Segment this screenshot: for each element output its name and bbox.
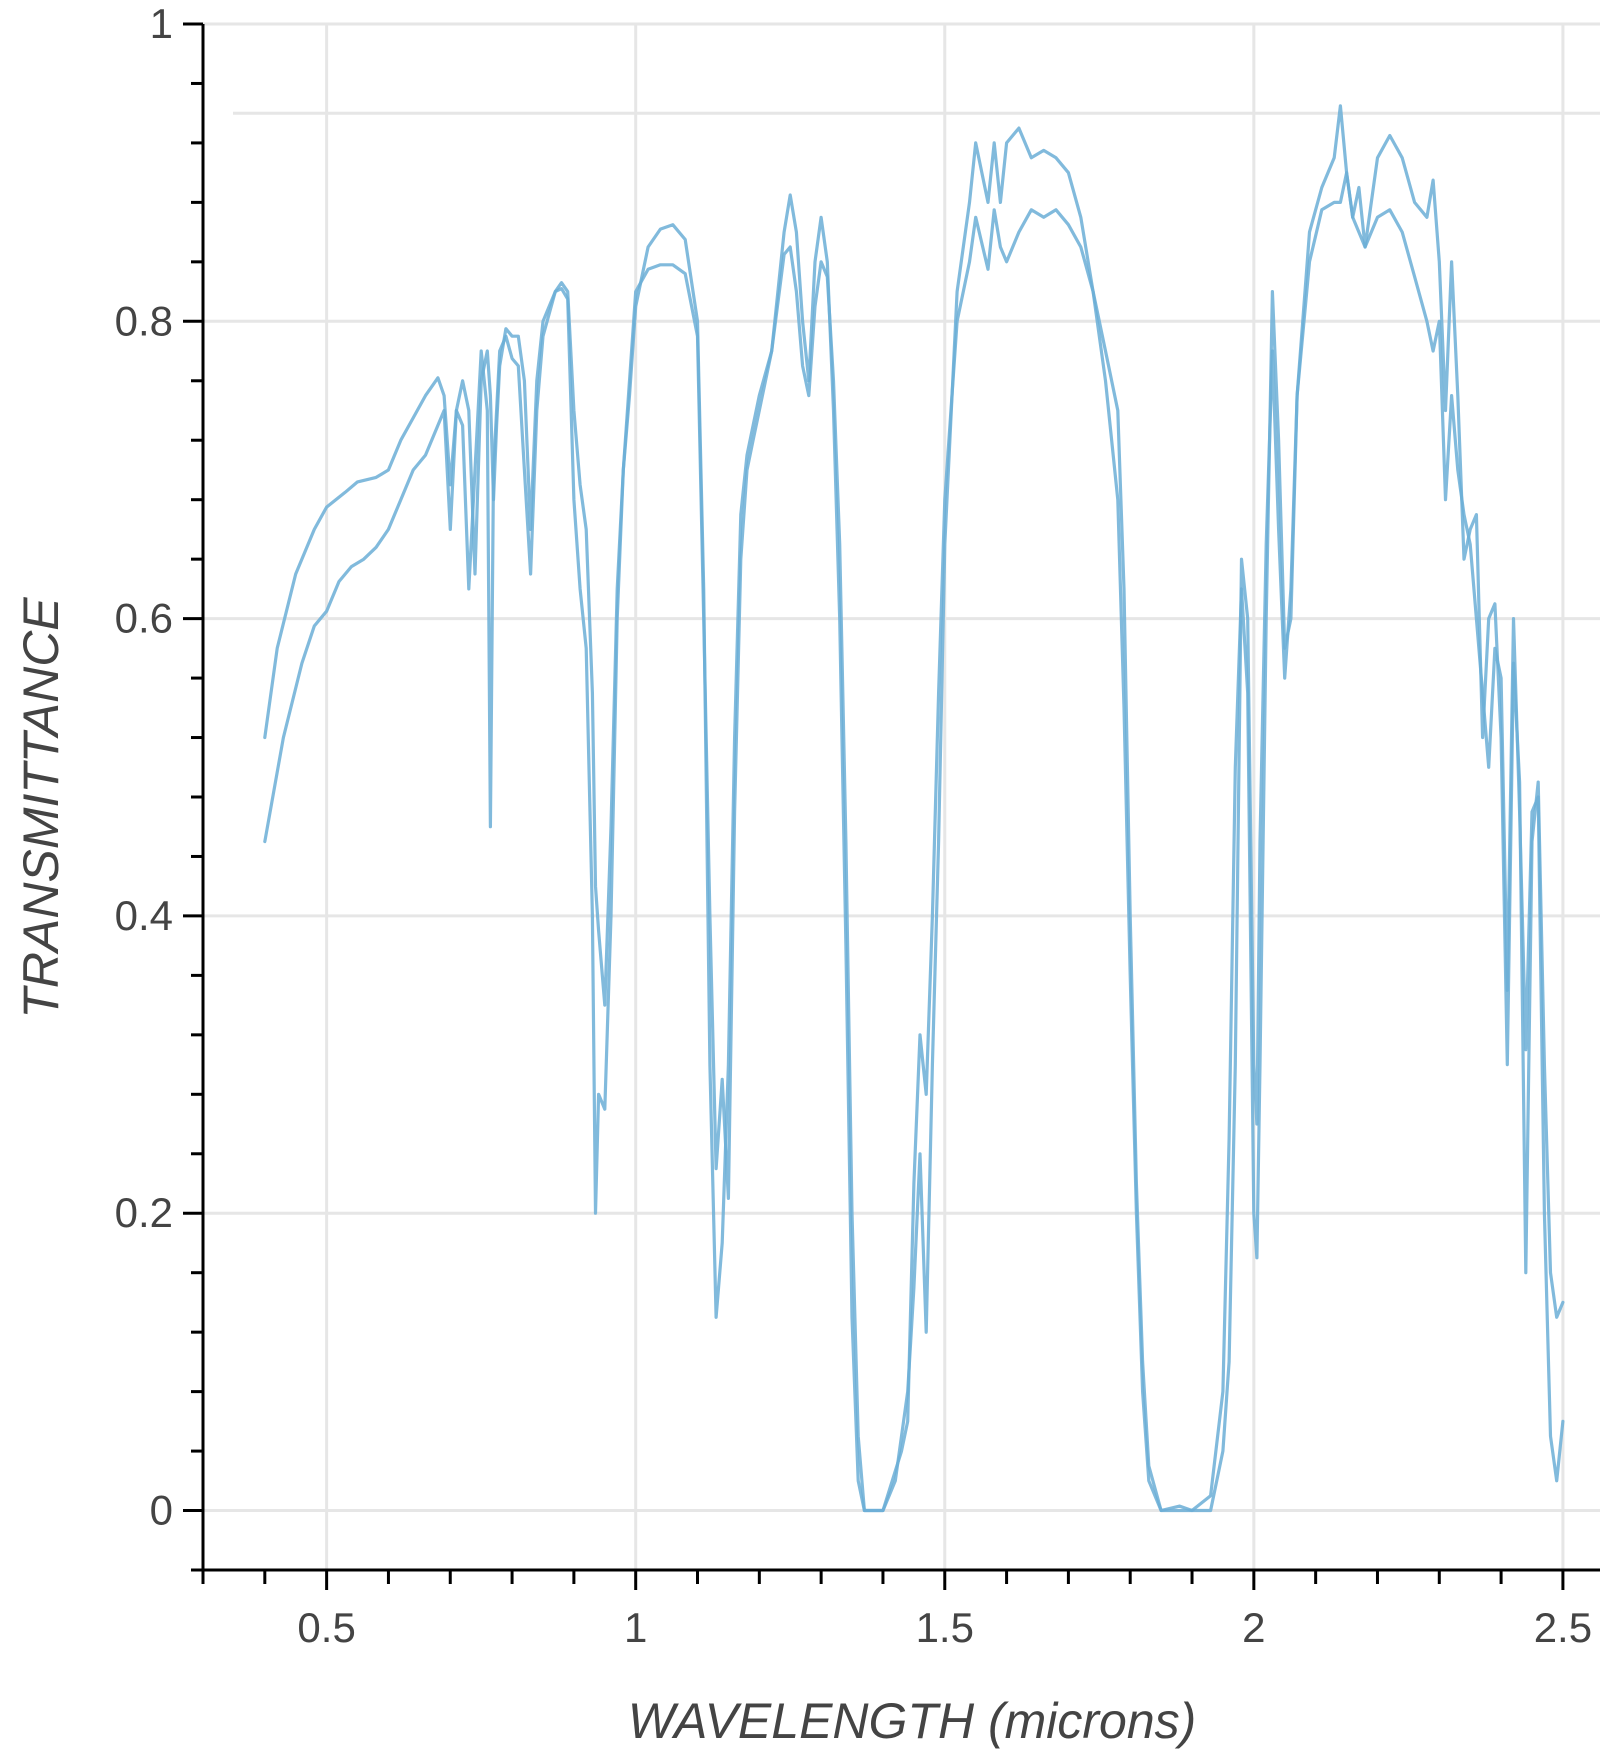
y-tick-label: 0.4 xyxy=(115,892,173,939)
y-axis-title: TRANSMITTANCE xyxy=(13,597,69,1019)
x-tick-label: 1.5 xyxy=(916,1604,974,1651)
tick-labels: 0.5 1 1.5 2 2.5 0 0.2 0.4 0.6 0.8 1 xyxy=(115,0,1592,1651)
y-tick-label: 1 xyxy=(150,0,173,47)
series-line-2 xyxy=(263,171,1565,1513)
x-tick-label: 0.5 xyxy=(297,1604,355,1651)
y-tick-label: 0.2 xyxy=(115,1189,173,1236)
x-tick-label: 2.5 xyxy=(1534,1604,1592,1651)
series-group xyxy=(263,104,1565,1513)
y-tick-label: 0 xyxy=(150,1487,173,1534)
series-line-1 xyxy=(263,104,1565,1513)
axes xyxy=(183,22,1600,1590)
x-tick-label: 2 xyxy=(1242,1604,1265,1651)
y-tick-label: 0.8 xyxy=(115,297,173,344)
x-tick-label: 1 xyxy=(624,1604,647,1651)
grid-lines xyxy=(203,22,1600,1570)
y-tick-label: 0.6 xyxy=(115,595,173,642)
x-axis-title: WAVELENGTH (microns) xyxy=(628,1693,1197,1749)
